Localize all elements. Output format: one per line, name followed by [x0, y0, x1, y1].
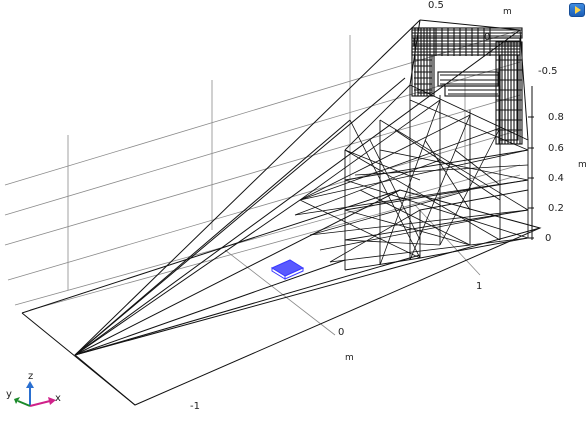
grid [4, 29, 521, 336]
triad-y-label: y [6, 389, 12, 400]
triad-icon [14, 381, 56, 407]
triad-z-label: z [28, 371, 34, 382]
y-unit: m [503, 7, 512, 17]
x-tick-1: 1 [476, 281, 483, 292]
x-tick-neg1: -1 [190, 401, 200, 412]
z-tick-0.8: 0.8 [548, 112, 564, 123]
selected-face[interactable] [270, 259, 305, 280]
z-tick-0.2: 0.2 [548, 203, 564, 214]
view-toggle-icon [575, 6, 581, 14]
z-tick-0.6: 0.6 [548, 143, 564, 154]
y-tick-neg0.5: -0.5 [538, 66, 558, 77]
y-tick-0.5: 0.5 [428, 0, 444, 11]
x-unit: m [345, 353, 354, 363]
cone-lines [74, 19, 529, 356]
z-tick-0.4: 0.4 [548, 173, 564, 184]
floor-outline [21, 189, 542, 406]
z-unit: m [578, 160, 587, 170]
dense-truss [411, 27, 523, 145]
triad-x-label: x [55, 393, 61, 404]
view-toggle-button[interactable] [569, 3, 585, 17]
y-tick-0: 0 [484, 32, 491, 43]
truss-diagonals [294, 99, 529, 266]
z-tick-0: 0 [545, 233, 552, 244]
x-tick-0: 0 [338, 327, 345, 338]
z-axis [528, 86, 534, 240]
axis-triad: z x y [4, 371, 66, 415]
